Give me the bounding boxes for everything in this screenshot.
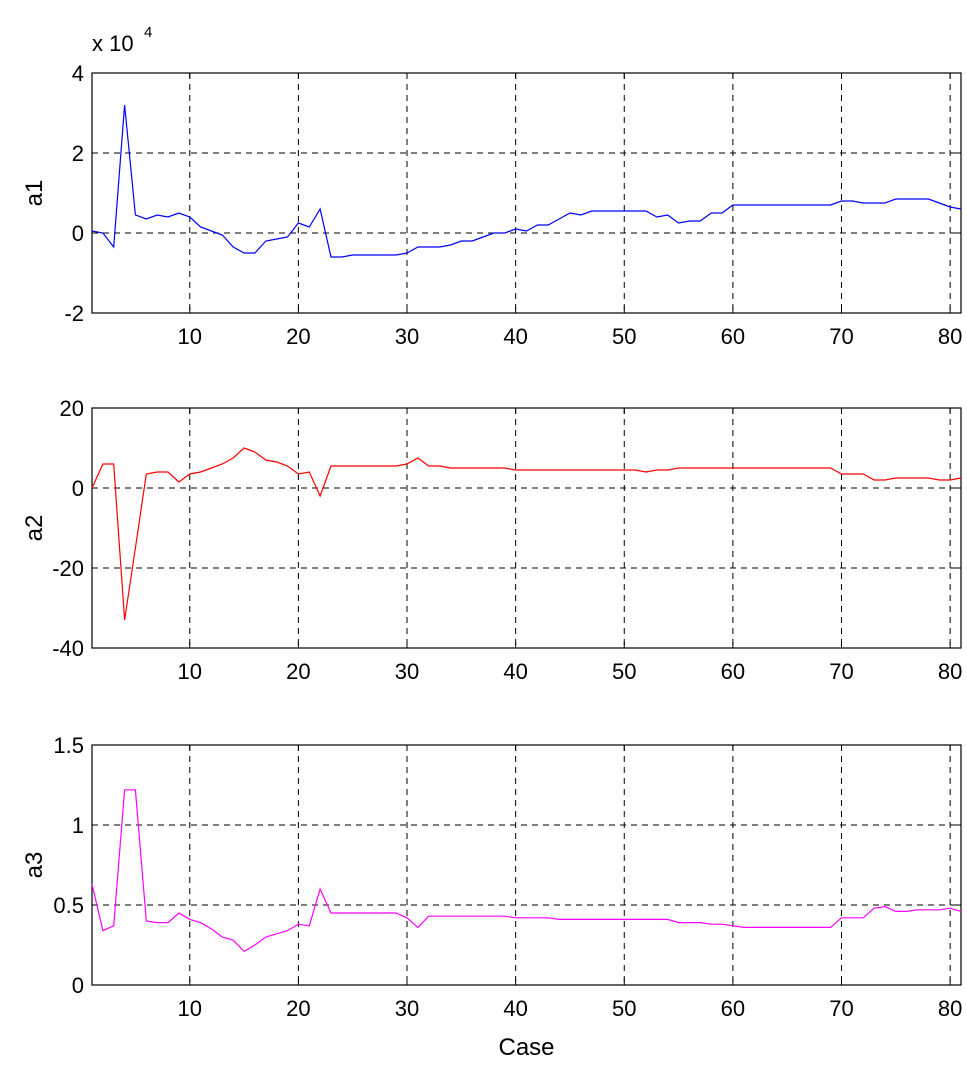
x-tick-label: 60 xyxy=(721,659,745,684)
x-tick-label: 70 xyxy=(829,324,853,349)
y-tick-label: 4 xyxy=(72,61,84,86)
x-tick-label: 30 xyxy=(395,996,419,1021)
subplot-2: 10 20 30 40 50 60 70 80 -40 -20 0 20 a2 xyxy=(21,396,962,684)
x-tick-label: 40 xyxy=(503,324,527,349)
y-exponent-label: x 10 xyxy=(92,31,134,56)
x-tick-label: 30 xyxy=(395,324,419,349)
x-tick-label: 50 xyxy=(612,324,636,349)
y-tick-label: 20 xyxy=(60,396,84,421)
x-tick-label: 10 xyxy=(178,324,202,349)
x-tick-label: 30 xyxy=(395,659,419,684)
x-axis-label: Case xyxy=(498,1034,554,1061)
series-line-a2 xyxy=(91,447,962,621)
x-tick-label: 70 xyxy=(829,659,853,684)
x-tick-label: 20 xyxy=(286,324,310,349)
x-tick-label: 80 xyxy=(938,324,962,349)
x-tick-label: 60 xyxy=(721,324,745,349)
y-tick-label: 0 xyxy=(72,973,84,998)
y-tick-label: -2 xyxy=(64,301,84,326)
series-line-a3 xyxy=(91,789,962,953)
x-tick-label: 10 xyxy=(178,996,202,1021)
y-axis-label: a3 xyxy=(21,852,48,879)
y-exponent-power: 4 xyxy=(144,24,152,41)
subplot-3: 10 20 30 40 50 60 70 80 0 0.5 1 1.5 a3 Case xyxy=(21,733,962,1061)
subplot-1: 10 20 30 40 50 60 70 80 -2 0 2 4 a1 x 10 4 xyxy=(21,24,962,349)
x-tick-label: 50 xyxy=(612,659,636,684)
y-tick-label: 1.5 xyxy=(53,733,84,758)
y-tick-label: 0 xyxy=(72,476,84,501)
y-tick-label: 1 xyxy=(72,813,84,838)
y-tick-label: 2 xyxy=(72,141,84,166)
x-tick-label: 10 xyxy=(178,659,202,684)
y-tick-label: -40 xyxy=(52,636,84,661)
series-line-a1 xyxy=(91,104,962,258)
x-tick-label: 40 xyxy=(503,659,527,684)
x-tick-label: 20 xyxy=(286,996,310,1021)
x-tick-label: 80 xyxy=(938,659,962,684)
y-tick-label: 0.5 xyxy=(53,893,84,918)
axes-frame xyxy=(91,744,962,986)
x-tick-label: 40 xyxy=(503,996,527,1021)
y-axis-label: a1 xyxy=(21,180,48,207)
axes-frame xyxy=(91,72,962,314)
x-tick-label: 60 xyxy=(721,996,745,1021)
x-tick-label: 50 xyxy=(612,996,636,1021)
y-tick-label: 0 xyxy=(72,221,84,246)
x-tick-label: 80 xyxy=(938,996,962,1021)
y-tick-label: -20 xyxy=(52,556,84,581)
y-axis-label: a2 xyxy=(21,515,48,542)
axes-frame xyxy=(91,407,962,649)
x-tick-label: 20 xyxy=(286,659,310,684)
x-tick-label: 70 xyxy=(829,996,853,1021)
